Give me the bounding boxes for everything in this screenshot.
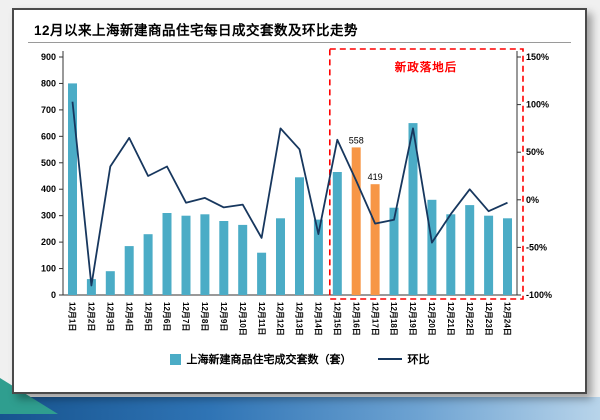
title-divider [28,42,571,43]
svg-text:12月16日: 12月16日 [351,302,360,336]
bottom-decoration-band [0,397,600,420]
svg-text:12月10日: 12月10日 [238,302,247,336]
svg-text:12月21日: 12月21日 [446,302,455,336]
line-series-swatch [377,358,402,360]
svg-text:-50%: -50% [526,242,547,252]
svg-text:0%: 0% [526,195,539,205]
svg-text:800: 800 [41,78,56,88]
svg-text:12月13日: 12月13日 [295,302,304,336]
svg-text:12月2日: 12月2日 [87,302,96,331]
svg-text:300: 300 [41,211,56,221]
svg-text:12月22日: 12月22日 [465,302,474,336]
annotation-label: 新政落地后 [394,62,458,74]
svg-text:12月9日: 12月9日 [219,302,228,331]
chart-legend: 上海新建商品住宅成交套数（套） 环比 [14,351,585,367]
svg-text:419: 419 [368,172,383,182]
svg-text:-100%: -100% [526,290,552,300]
svg-text:12月5日: 12月5日 [143,302,152,331]
svg-text:12月23日: 12月23日 [484,302,493,336]
svg-text:12月7日: 12月7日 [181,302,190,331]
chart-title: 12月以来上海新建商品住宅每日成交套数及环比走势 [34,23,359,38]
svg-text:12月12日: 12月12日 [276,302,285,336]
svg-text:12月14日: 12月14日 [314,302,323,336]
svg-text:12月18日: 12月18日 [389,302,398,336]
svg-text:900: 900 [41,52,56,62]
svg-text:12月19日: 12月19日 [408,302,417,336]
svg-text:12月1日: 12月1日 [68,302,77,331]
line-series-label: 环比 [407,354,430,366]
svg-text:12月8日: 12月8日 [200,302,209,331]
svg-text:12月4日: 12月4日 [124,302,133,331]
svg-text:0: 0 [51,290,56,300]
svg-text:100: 100 [41,264,56,274]
svg-text:700: 700 [41,105,56,115]
svg-text:12月15日: 12月15日 [332,302,341,336]
svg-text:200: 200 [41,237,56,247]
svg-text:12月24日: 12月24日 [503,302,512,336]
svg-text:500: 500 [41,158,56,168]
bar-series-swatch [169,353,181,365]
svg-text:12月3日: 12月3日 [105,302,114,331]
svg-text:50%: 50% [526,147,544,157]
svg-text:12月20日: 12月20日 [427,302,436,336]
combo-chart: 0 100 200 300 400 500 600 700 800 900 -100% -50% 0% 5… [41,48,552,336]
svg-text:400: 400 [41,184,56,194]
svg-text:12月17日: 12月17日 [370,302,379,336]
bar-series-label: 上海新建商品住宅成交套数（套） [186,354,352,366]
chart-area: 0 100 200 300 400 500 600 700 800 900 -100% -50% 0% 5… [17,45,582,343]
svg-text:12月6日: 12月6日 [162,302,171,331]
svg-text:150%: 150% [526,52,549,62]
svg-text:12月11日: 12月11日 [257,302,266,335]
svg-text:558: 558 [349,135,364,145]
svg-text:600: 600 [41,131,56,141]
svg-text:100%: 100% [526,100,549,110]
slide-card: 12月以来上海新建商品住宅每日成交套数及环比走势 0 100 200 300 400 50… [12,8,587,394]
